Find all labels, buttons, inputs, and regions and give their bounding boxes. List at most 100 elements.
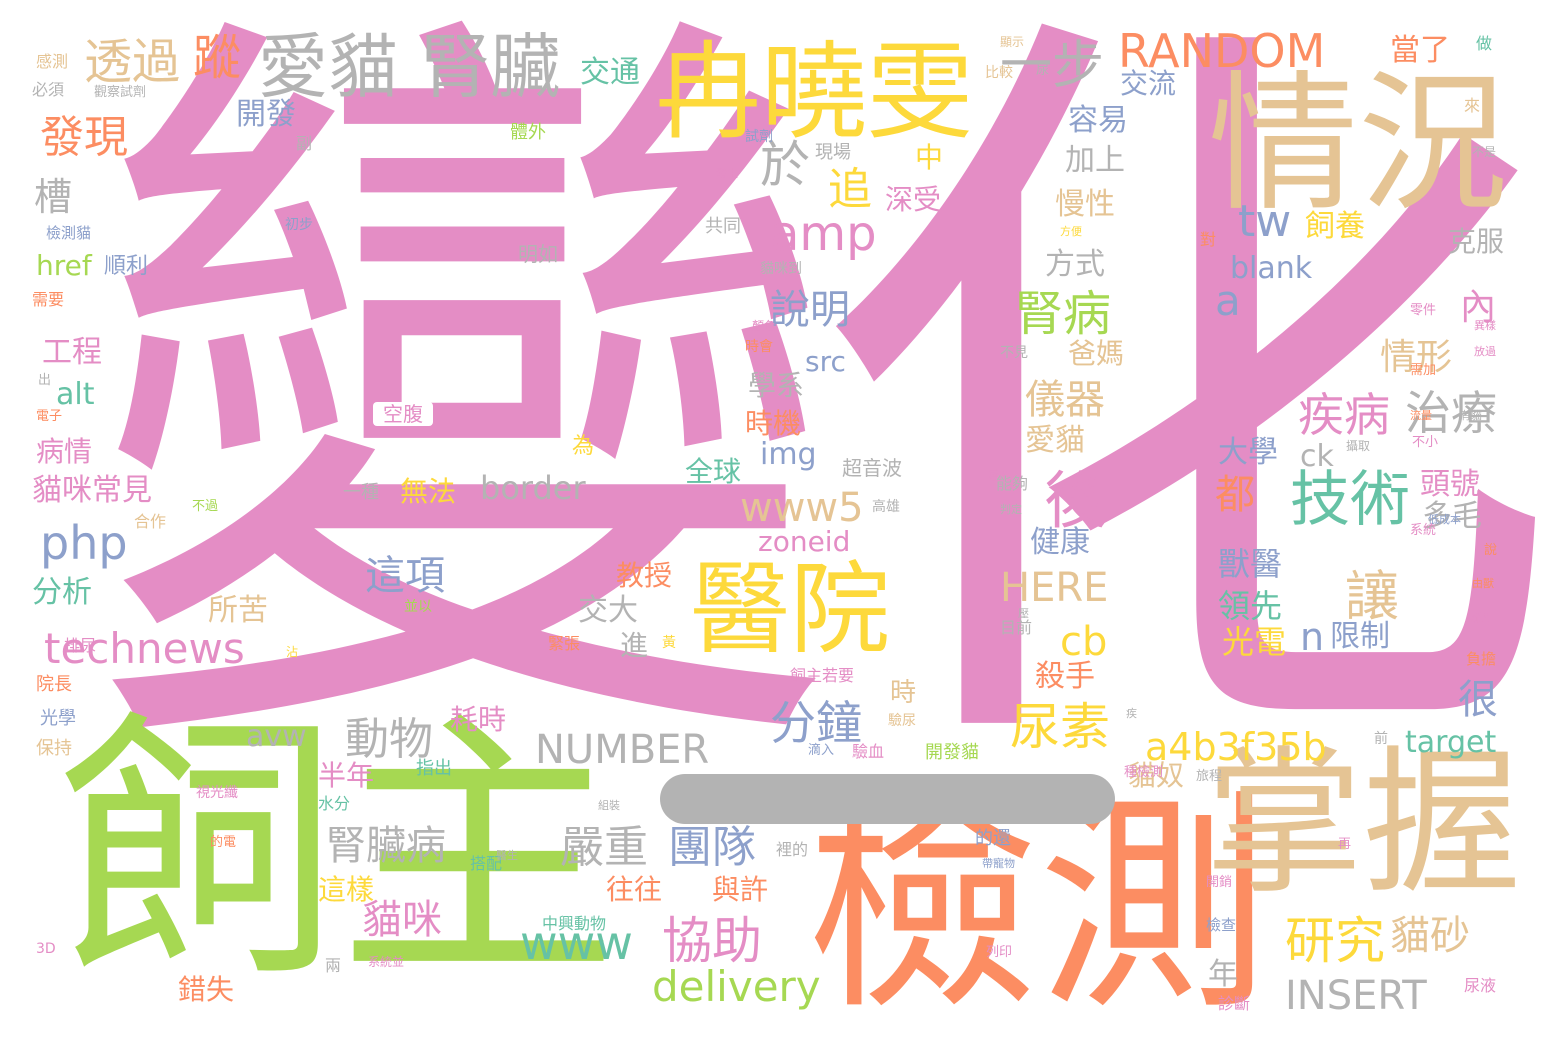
word-yiyuan: 醫院 (690, 551, 890, 668)
word-yanjiu: 研究 (1285, 912, 1385, 970)
gray-bar (660, 774, 1115, 824)
word-maomi: 貓咪 (362, 897, 442, 943)
small-word: 方便 (1060, 225, 1082, 238)
small-word: 兩 (325, 956, 342, 975)
word-quanqiu: 全球 (685, 455, 742, 488)
word-www5: www5 (740, 485, 864, 531)
word-yanzhong: 嚴重 (560, 822, 648, 873)
small-word: 觀察試劑 (94, 85, 147, 100)
small-word: 保持 (36, 738, 72, 759)
small-word: 檢查 (1206, 916, 1237, 934)
word-zhui: 追 (828, 164, 872, 215)
word-faxian: 發現 (40, 112, 128, 163)
small-word: 需加 (1410, 363, 1437, 378)
word-dongwu: 動物 (345, 714, 433, 765)
word-jishu: 技術 (1290, 465, 1410, 535)
word-fenxi: 分析 (32, 575, 92, 610)
word-technews: technews (44, 624, 245, 673)
small-word: 能夠 (996, 474, 1029, 493)
word-shige: 時 (890, 678, 917, 708)
word-insert: INSERT (1285, 973, 1427, 1019)
word-href: href (36, 249, 92, 282)
small-word: 視光纖 (196, 785, 238, 801)
word-ck: ck (1300, 439, 1334, 474)
word-rongyi: 容易 (1068, 103, 1128, 138)
word-yuxu: 與許 (712, 873, 769, 906)
small-word: 比較 (985, 65, 1013, 81)
small-word: 沾 (286, 645, 299, 659)
word-tuandui: 團隊 (668, 822, 756, 873)
word-shouyi: 獸醫 (1218, 545, 1283, 583)
word-nian: 年 (1208, 957, 1238, 992)
word-maosha: 貓砂 (1390, 913, 1470, 959)
word-chaoyinbo: 超音波 (842, 456, 902, 480)
small-word: 顯示 (1000, 35, 1025, 49)
word-hou: 後 (1044, 464, 1107, 537)
word-jiaoliu: 交流 (1120, 67, 1177, 100)
small-word: 順利 (104, 254, 149, 279)
word-fenzhong: 分鐘 (770, 696, 862, 750)
word-aimaoshenzang: 愛貓 腎臟 (258, 26, 561, 108)
word-gongcheng: 工程 (42, 335, 102, 370)
small-word: 就要 (1468, 611, 1493, 625)
word-kongfu: 空腹 (373, 402, 433, 426)
small-word: 開銷 (1206, 875, 1233, 890)
small-word: 攝取 (1346, 439, 1371, 453)
small-word: 不過 (192, 499, 219, 514)
word-target: target (1405, 725, 1497, 760)
word-zoneid: zoneid (758, 525, 851, 558)
word-blank: blank (1230, 251, 1313, 286)
small-word: 前 (1374, 731, 1388, 747)
small-word: 不小 (1412, 435, 1439, 450)
word-xianzhi: 限制 (1330, 619, 1390, 654)
small-word: 共同 (705, 216, 741, 237)
small-word: 時會 (745, 339, 773, 355)
small-word: 中興動物 (542, 914, 607, 933)
word-siyang: 飼養 (1305, 209, 1365, 244)
word-zheyang: 這樣 (318, 873, 375, 906)
small-word: 檢測貓 (46, 224, 92, 242)
small-word: 由獸 (1472, 577, 1494, 590)
word-here: HERE (1000, 565, 1109, 611)
word-qingxing: 情形 (1380, 337, 1453, 378)
word-img: img (760, 437, 817, 472)
small-word: 感應 (988, 469, 1010, 482)
word-sizhu: 飼主 (58, 689, 618, 1015)
word-jibing: 疾病 (1298, 388, 1390, 442)
small-word: 疾 (1126, 707, 1137, 720)
word-rang: 讓 (1345, 565, 1399, 628)
small-word: 異樣 (1474, 319, 1496, 332)
word-hen: 很 (1458, 677, 1498, 723)
small-word: 水分 (318, 794, 351, 813)
small-word: 的還 (975, 828, 1011, 849)
small-word: 組裝 (598, 799, 620, 812)
small-word: 壓 (1018, 607, 1029, 620)
small-word: 高雄 (872, 499, 900, 515)
word-guangdian: 光電 (1222, 623, 1287, 661)
word-shenbing: 腎病 (1015, 286, 1112, 342)
small-word: 並以 (404, 599, 432, 615)
small-word: 種檢測 (1124, 765, 1164, 780)
word-cb: cb (1060, 619, 1108, 665)
small-word: 零件 (1410, 303, 1437, 318)
small-word: 試劑 (745, 129, 773, 145)
word-shiji: 時機 (745, 407, 802, 440)
small-word: 有貓 (1460, 409, 1482, 422)
small-word: 滴入 (808, 743, 835, 758)
word-delivery: delivery (652, 962, 821, 1011)
word-zhiliao: 治療 (1405, 386, 1497, 440)
word-suoku: 所苦 (208, 593, 268, 628)
word-shuoming: 說明 (770, 287, 850, 333)
small-word: 裡的 (776, 840, 809, 859)
word-wufa: 無法 (400, 475, 457, 508)
small-word: 系統並 (368, 955, 405, 969)
word-ranxiaowen: 冉曉雯 (655, 31, 973, 154)
word-kaifa: 開發 (236, 97, 296, 132)
word-zhangwo: 掌握 (1205, 732, 1521, 916)
word-zhong: 中 (915, 141, 944, 174)
word-alt: alt (56, 377, 95, 412)
small-word: 為 (572, 434, 595, 459)
small-word: 明如 (518, 242, 558, 266)
small-word: 帶寵物 (982, 857, 1015, 870)
